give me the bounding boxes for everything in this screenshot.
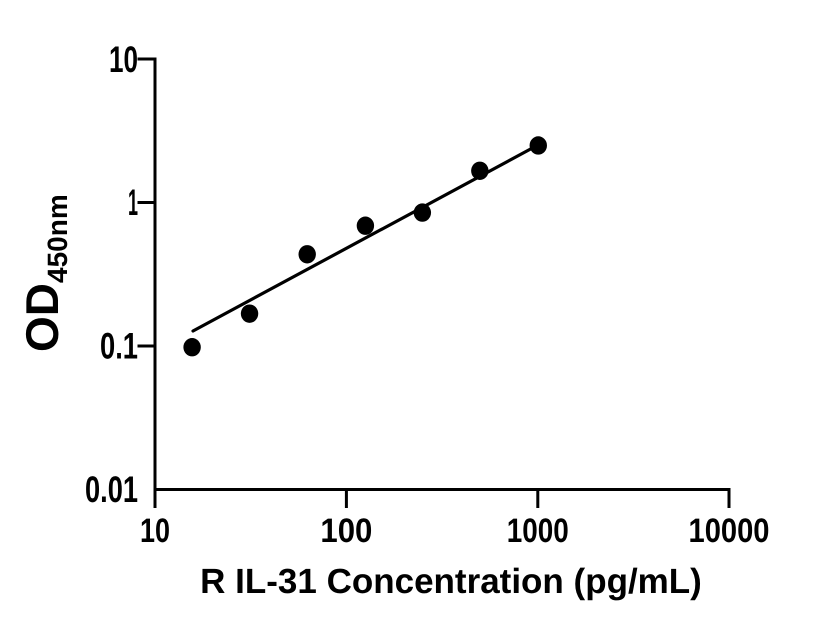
- svg-text:1000: 1000: [507, 512, 569, 550]
- svg-text:10000: 10000: [689, 512, 770, 550]
- svg-text:10: 10: [140, 512, 170, 550]
- svg-text:0.01: 0.01: [85, 469, 138, 510]
- svg-text:0.1: 0.1: [100, 326, 138, 367]
- svg-text:1: 1: [128, 182, 138, 223]
- svg-text:R IL-31 Concentration (pg/mL): R IL-31 Concentration (pg/mL): [200, 562, 702, 601]
- svg-text:OD450nm: OD450nm: [16, 194, 73, 352]
- svg-text:10: 10: [109, 39, 138, 80]
- svg-text:100: 100: [320, 512, 372, 550]
